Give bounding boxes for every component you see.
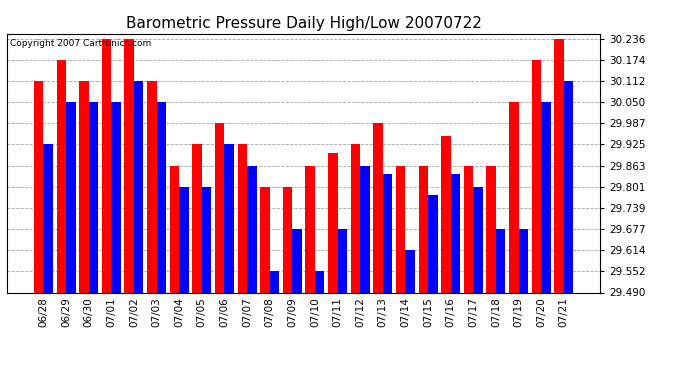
Bar — [315, 272, 324, 292]
Bar — [428, 195, 437, 292]
Bar — [306, 165, 315, 292]
Bar — [270, 272, 279, 292]
Bar — [147, 81, 157, 292]
Bar — [351, 144, 360, 292]
Bar — [328, 153, 337, 292]
Bar — [237, 144, 247, 292]
Bar — [134, 81, 144, 292]
Bar — [464, 165, 473, 292]
Title: Barometric Pressure Daily High/Low 20070722: Barometric Pressure Daily High/Low 20070… — [126, 16, 482, 31]
Bar — [373, 123, 383, 292]
Bar — [34, 81, 43, 292]
Bar — [337, 229, 347, 292]
Bar — [283, 187, 293, 292]
Bar — [519, 229, 528, 292]
Bar — [111, 102, 121, 292]
Text: Copyright 2007 Cartronics.com: Copyright 2007 Cartronics.com — [10, 39, 151, 48]
Bar — [43, 144, 53, 292]
Bar — [179, 187, 188, 292]
Bar — [383, 174, 393, 292]
Bar — [215, 123, 224, 292]
Bar — [260, 187, 270, 292]
Bar — [293, 229, 302, 292]
Bar — [157, 102, 166, 292]
Bar — [564, 81, 573, 292]
Bar — [88, 102, 98, 292]
Bar — [406, 250, 415, 292]
Bar — [101, 39, 111, 292]
Bar — [201, 187, 211, 292]
Bar — [419, 165, 428, 292]
Bar — [396, 165, 406, 292]
Bar — [170, 165, 179, 292]
Bar — [554, 39, 564, 292]
Bar — [496, 229, 506, 292]
Bar — [441, 136, 451, 292]
Bar — [193, 144, 201, 292]
Bar — [486, 165, 496, 292]
Bar — [509, 102, 519, 292]
Bar — [66, 102, 75, 292]
Bar — [473, 187, 483, 292]
Bar — [224, 144, 234, 292]
Bar — [532, 60, 541, 292]
Bar — [57, 60, 66, 292]
Bar — [541, 102, 551, 292]
Bar — [247, 165, 257, 292]
Bar — [451, 174, 460, 292]
Bar — [124, 39, 134, 292]
Bar — [79, 81, 88, 292]
Bar — [360, 165, 370, 292]
